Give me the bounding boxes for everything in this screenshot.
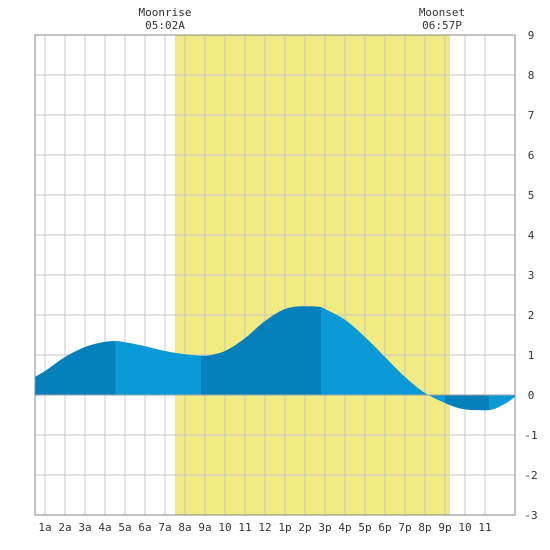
y-tick-label: 2 [528, 309, 535, 322]
y-tick-label: -2 [524, 469, 537, 482]
tide-area-segment [445, 395, 489, 411]
y-tick-label: 7 [528, 109, 535, 122]
x-tick-label: 5a [118, 521, 131, 534]
y-tick-label: 8 [528, 69, 535, 82]
x-tick-label: 9p [438, 521, 451, 534]
tide-area-segment [321, 307, 445, 403]
x-tick-label: 2a [58, 521, 71, 534]
y-tick-label: 3 [528, 269, 535, 282]
x-tick-label: 9a [198, 521, 211, 534]
plot-frame [34, 34, 516, 516]
tide-area-segment [201, 306, 321, 395]
tide-area-segment [489, 395, 515, 411]
x-tick-label: 6p [378, 521, 391, 534]
x-tick-label: 8a [178, 521, 191, 534]
y-tick-label: -1 [524, 429, 537, 442]
x-tick-label: 11 [238, 521, 251, 534]
x-tick-label: 3p [318, 521, 331, 534]
moonrise-time: 05:02A [145, 19, 185, 32]
moonset-time: 06:57P [422, 19, 462, 32]
tide-area-segment [115, 341, 201, 395]
tide-area-segment [35, 341, 115, 395]
y-tick-label: -3 [524, 509, 537, 522]
y-tick-label: 9 [528, 29, 535, 42]
moonrise-label: Moonrise [139, 6, 192, 19]
x-tick-label: 7a [158, 521, 171, 534]
x-tick-label: 7p [398, 521, 411, 534]
x-tick-label: 8p [418, 521, 431, 534]
x-tick-label: 11 [478, 521, 491, 534]
x-tick-label: 10 [458, 521, 471, 534]
x-tick-label: 5p [358, 521, 371, 534]
y-tick-label: 1 [528, 349, 535, 362]
moonset-label: Moonset [419, 6, 465, 19]
y-tick-label: 6 [528, 149, 535, 162]
y-tick-label: 0 [528, 389, 535, 402]
x-tick-label: 10 [218, 521, 231, 534]
x-tick-label: 1a [38, 521, 51, 534]
x-tick-label: 4p [338, 521, 351, 534]
y-tick-label: 4 [528, 229, 535, 242]
y-tick-label: 5 [528, 189, 535, 202]
x-tick-label: 12 [258, 521, 271, 534]
x-tick-label: 3a [78, 521, 91, 534]
x-tick-label: 1p [278, 521, 291, 534]
x-tick-label: 4a [98, 521, 111, 534]
x-tick-label: 2p [298, 521, 311, 534]
x-tick-label: 6a [138, 521, 151, 534]
